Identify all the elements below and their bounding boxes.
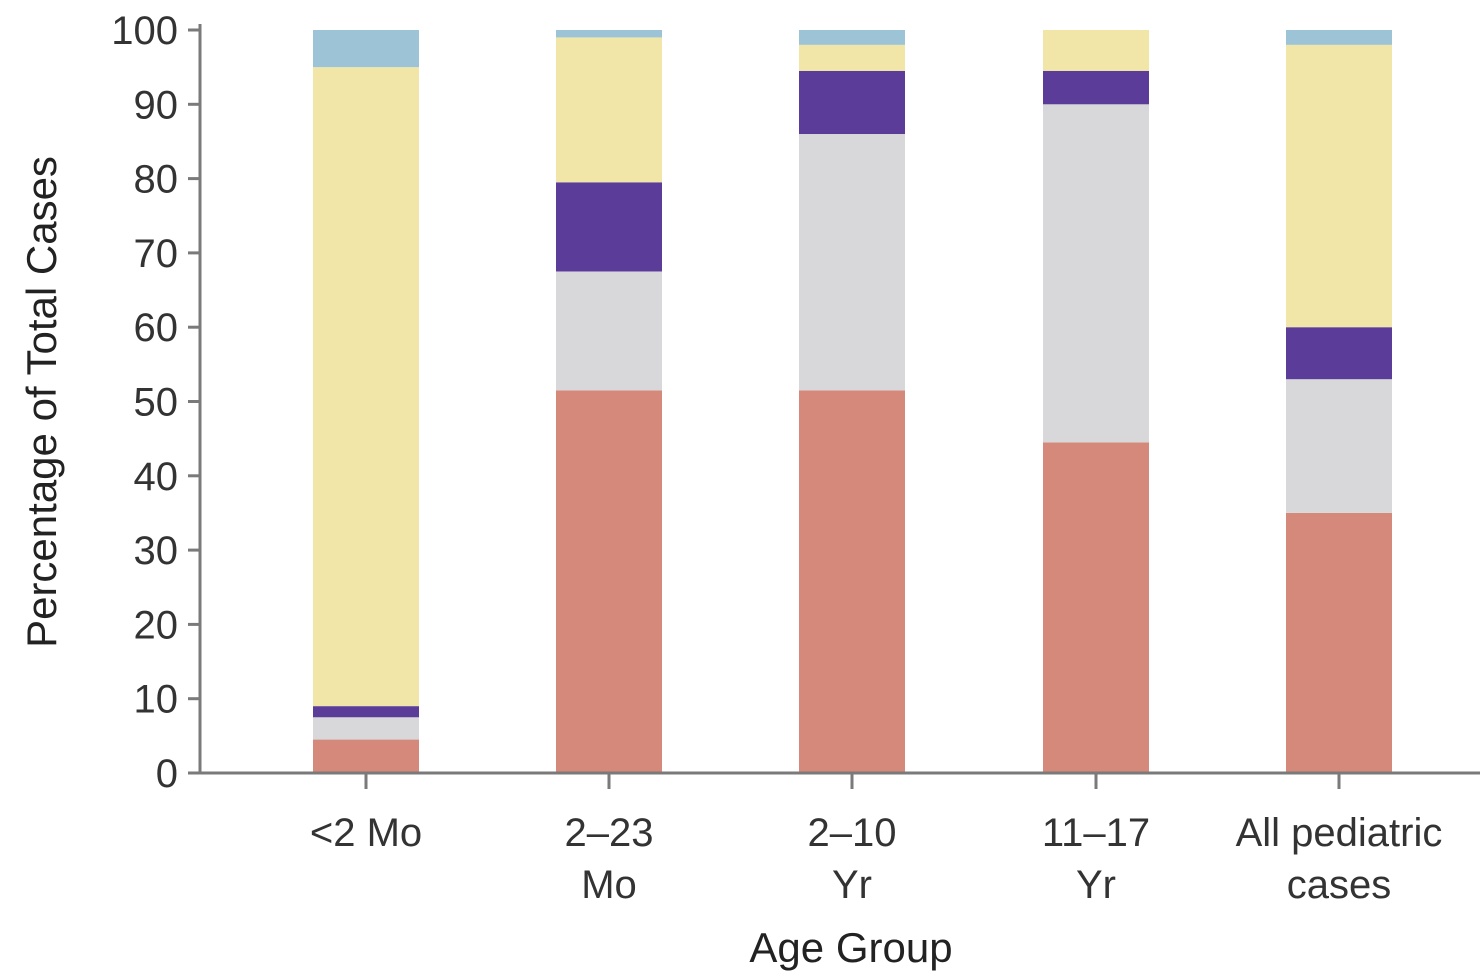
y-tick-label-8: 80 (134, 158, 179, 202)
x-category-label-1-1: Mo (581, 863, 637, 907)
y-tick-label-1: 10 (134, 678, 179, 722)
y-tick-label-2: 20 (134, 603, 179, 647)
x-category-label-3-1: Yr (1076, 863, 1116, 907)
x-category-label-4-1: cases (1287, 863, 1392, 907)
x-axis-title: Age Group (749, 924, 952, 971)
y-tick-label-3: 30 (134, 529, 179, 573)
x-category-label-2-1: Yr (832, 863, 872, 907)
x-category-label-0-0: <2 Mo (310, 811, 422, 855)
y-tick-label-5: 50 (134, 381, 179, 425)
y-tick-label-9: 90 (134, 83, 179, 127)
bar-segment-1-0 (556, 390, 662, 773)
y-tick-label-10: 100 (111, 9, 178, 53)
x-category-label-1-0: 2–23 (565, 811, 654, 855)
bar-segment-4-2 (1286, 327, 1392, 380)
axes-layer (188, 24, 1480, 789)
bar-segment-4-1 (1286, 379, 1392, 513)
y-tick-label-4: 40 (134, 455, 179, 499)
y-axis-title: Percentage of Total Cases (18, 156, 65, 648)
bar-segment-2-2 (799, 70, 905, 135)
bar-segment-4-3 (1286, 44, 1392, 328)
bar-segment-4-0 (1286, 512, 1392, 773)
bar-segment-1-3 (556, 37, 662, 183)
bar-segment-1-4 (556, 30, 662, 38)
y-tick-label-0: 0 (156, 752, 178, 796)
bar-segment-3-1 (1043, 104, 1149, 443)
bar-segment-1-2 (556, 182, 662, 272)
bars-layer (313, 30, 1392, 773)
bar-segment-0-4 (313, 30, 419, 68)
bar-segment-2-0 (799, 390, 905, 773)
bar-segment-3-3 (1043, 30, 1149, 71)
bar-segment-4-4 (1286, 30, 1392, 45)
bar-segment-2-1 (799, 134, 905, 391)
bar-segment-2-4 (799, 30, 905, 45)
bar-segment-0-1 (313, 717, 419, 740)
bar-segment-3-2 (1043, 70, 1149, 105)
bar-segment-3-0 (1043, 442, 1149, 773)
y-tick-label-7: 70 (134, 232, 179, 276)
x-category-label-2-0: 2–10 (808, 811, 897, 855)
labels-layer: 0 10 20 30 40 50 60 70 80 90 100 <2 Mo 2–23 Mo 2–10 Yr 1… (111, 9, 1442, 907)
bar-segment-2-3 (799, 44, 905, 71)
bar-segment-0-0 (313, 739, 419, 773)
bar-segment-0-3 (313, 67, 419, 707)
x-category-label-3-0: 11–17 (1042, 811, 1150, 855)
x-category-label-4-0: All pediatric (1236, 811, 1443, 855)
bar-segment-1-1 (556, 271, 662, 391)
bar-segment-0-2 (313, 706, 419, 718)
y-tick-label-6: 60 (134, 306, 179, 350)
